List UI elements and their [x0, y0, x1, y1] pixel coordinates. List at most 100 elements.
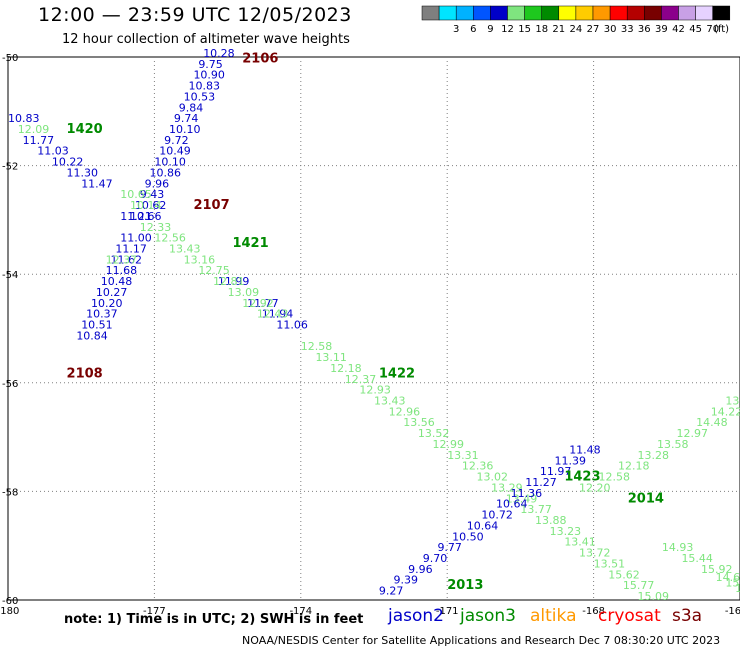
swh-value: 11.77: [247, 297, 279, 310]
lon-tick-label: -180: [0, 606, 19, 617]
swh-value: 10.20: [91, 297, 123, 310]
swh-value: 12.75: [198, 264, 230, 277]
swh-value: 9.77: [437, 541, 462, 554]
swh-value: 15.77: [623, 579, 655, 592]
lon-tick-label: -171: [436, 606, 459, 617]
swh-value: 12.36: [462, 460, 494, 473]
swh-value: 12.93: [359, 384, 391, 397]
legend-label: 70: [706, 24, 719, 35]
swh-value: 9.43: [140, 188, 165, 201]
lat-tick-label: -52: [2, 162, 18, 173]
swh-value: 12.81: [213, 275, 245, 288]
swh-value: 11.48: [569, 443, 601, 456]
swh-value: 9.96: [408, 563, 433, 576]
swh-value: 10.62: [135, 199, 167, 212]
swh-value: 10.72: [481, 509, 513, 522]
swh-value: 9.72: [164, 134, 189, 147]
swh-value: 9.39: [394, 574, 419, 587]
swh-value: 13.58: [657, 438, 689, 451]
lat-tick-label: -54: [2, 270, 18, 281]
pass-time-label: 1421: [232, 236, 268, 251]
legend-label: 24: [570, 24, 583, 35]
swh-value: 11.36: [511, 487, 543, 500]
legend-unit: (ft): [714, 24, 729, 35]
satellite-name-jason3: jason3: [460, 606, 516, 626]
map-subtitle: 12 hour collection of altimeter wave hei…: [62, 32, 350, 47]
swh-value: 9.27: [379, 585, 404, 598]
swh-value: 15.64: [735, 582, 740, 595]
legend-label: 18: [535, 24, 548, 35]
swh-value: 12.37: [106, 253, 138, 266]
swh-value: 10.64: [467, 519, 499, 532]
swh-value: 11.39: [555, 454, 587, 467]
swh-value: 12.99: [433, 438, 465, 451]
swh-value: 11.68: [106, 264, 138, 277]
lon-tick-label: -16: [725, 606, 740, 617]
swh-value: 9.75: [198, 58, 223, 71]
swh-value: 14.22: [711, 405, 740, 418]
lat-tick-label: -60: [2, 596, 18, 607]
swh-value: 14.61: [716, 571, 740, 584]
swh-value: 13.09: [228, 286, 260, 299]
swh-value: 15.44: [681, 552, 713, 565]
legend-label: 15: [518, 24, 531, 35]
swh-value: 11.30: [67, 166, 99, 179]
swh-value: 10.83: [189, 80, 221, 93]
swh-value: 10.64: [496, 498, 528, 511]
swh-value: 12.33: [140, 221, 172, 234]
swh-value: 13.72: [579, 547, 611, 560]
swh-value: 10.51: [81, 319, 113, 332]
swh-value: 13.43: [374, 395, 406, 408]
legend-label: 36: [638, 24, 651, 35]
swh-value: 11.00: [120, 232, 151, 245]
legend-label: 21: [552, 24, 565, 35]
swh-value: 13.29: [491, 481, 523, 494]
footnote: note: 1) Time is in UTC; 2) SWH is in fe…: [64, 612, 364, 627]
legend-label: 30: [604, 24, 617, 35]
swh-value: 10.66: [130, 210, 162, 223]
swh-value: 12.92: [242, 297, 273, 310]
swh-value: 12.09: [18, 123, 50, 136]
satellite-name-jason2: jason2: [388, 606, 444, 626]
swh-value: 15.62: [608, 568, 640, 581]
swh-value: 14.93: [662, 541, 694, 554]
swh-value: 10.10: [154, 156, 186, 169]
swh-value: 10.37: [86, 308, 118, 321]
swh-value: 11.21: [120, 210, 151, 223]
swh-value: 10.28: [203, 47, 235, 60]
swh-value: 11.03: [37, 145, 69, 158]
swh-value: 13.11: [315, 351, 347, 364]
swh-value: 11.77: [23, 134, 55, 147]
swh-value: 12.20: [579, 481, 611, 494]
swh-value: 10.86: [150, 166, 182, 179]
swh-value: 13.41: [564, 536, 596, 549]
swh-value: 11.94: [262, 308, 294, 321]
swh-value: 13.16: [184, 253, 216, 266]
swh-value: 12.96: [389, 405, 421, 418]
lat-tick-label: -50: [2, 53, 18, 64]
pass-time-label: 2014: [628, 491, 664, 506]
swh-value: 10.65: [120, 188, 151, 201]
satellite-name-altika: altika: [530, 606, 577, 626]
lat-tick-label: -56: [2, 379, 18, 390]
legend-swatch: [712, 5, 731, 21]
lon-tick-label: -174: [289, 606, 312, 617]
swh-value: 9.84: [179, 101, 204, 114]
swh-value: 10.83: [8, 112, 40, 125]
swh-value: 11.06: [276, 319, 308, 332]
swh-value: 12.56: [154, 232, 186, 245]
swh-value: 10.49: [159, 145, 191, 158]
legend-label: 3: [453, 24, 459, 35]
swh-value: 13.02: [476, 471, 508, 484]
swh-value: 12.18: [618, 460, 650, 473]
swh-value: 13.49: [506, 492, 538, 505]
swh-value: 9.70: [423, 552, 448, 565]
swh-value: 10.22: [52, 156, 84, 169]
swh-value: 15.75: [725, 576, 740, 589]
swh-value: 15.09: [638, 590, 670, 603]
swh-value: 12.58: [301, 340, 333, 353]
swh-value: 13.88: [535, 514, 567, 527]
swh-value: 13.52: [418, 427, 450, 440]
swh-value: 13.77: [520, 503, 552, 516]
